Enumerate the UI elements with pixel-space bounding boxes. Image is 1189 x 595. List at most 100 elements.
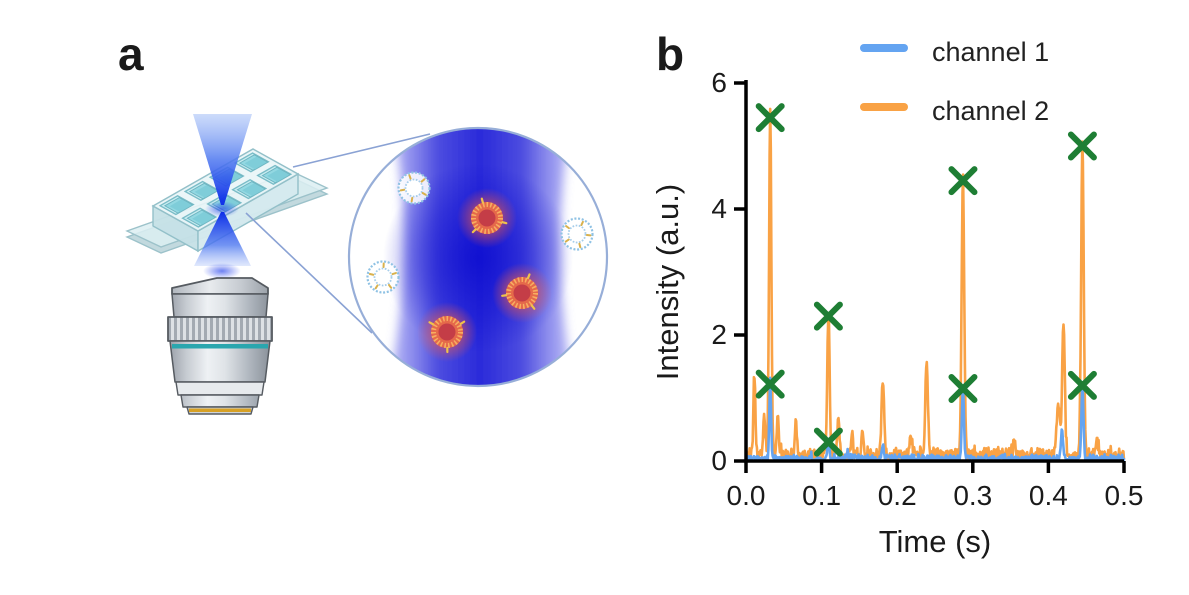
y-tick-label: 4 (711, 193, 727, 224)
objective-teal-stripe (172, 344, 268, 349)
vesicle-label-tick (564, 238, 570, 243)
liposome-particle (457, 188, 517, 248)
legend-swatch-channel-1 (860, 44, 908, 52)
axis-ticks (734, 81, 1126, 473)
y-axis-label: Intensity (a.u.) (650, 184, 685, 380)
objective-step-ring-2 (180, 394, 260, 408)
particle-core (513, 284, 531, 302)
x-tick-label: 0.1 (802, 480, 841, 511)
callout-line-upper (292, 133, 431, 168)
empty-vesicles (366, 171, 594, 294)
plot-traces (744, 107, 1126, 463)
vesicle-inner-membrane (404, 178, 424, 198)
inset-content (366, 128, 594, 386)
x-axis-label: Time (s) (879, 524, 992, 559)
particle-label-tick (428, 321, 435, 326)
coincidence-marker-x (1067, 131, 1097, 161)
particle-label-tick (480, 197, 484, 204)
objective-lens (167, 277, 273, 415)
empty-vesicle (560, 217, 594, 251)
panel-b-label: b (656, 28, 684, 80)
vesicle-label-tick (420, 178, 426, 183)
axis-spines (744, 80, 1124, 463)
panel-a-label: a (118, 28, 144, 80)
coincidence-marker-x (1067, 370, 1097, 400)
vesicle-label-tick (580, 220, 584, 227)
laser-beam-upper-cone (193, 114, 252, 205)
vesicle-label-tick (391, 272, 397, 276)
legend: channel 1 channel 2 (860, 37, 1049, 126)
particle-label-tick (526, 273, 531, 280)
particle-core (438, 323, 456, 341)
vesicle-label-tick (374, 284, 379, 290)
fluorescent-liposomes (417, 188, 552, 362)
laser-beam-lower-cone (194, 212, 251, 266)
vesicle-label-tick (388, 283, 393, 289)
coincidence-markers (755, 103, 1097, 457)
x-tick-label: 0.4 (1029, 480, 1068, 511)
legend-swatch-channel-2 (860, 103, 908, 111)
objective-lower-barrel (169, 340, 271, 383)
coincidence-marker-x (948, 166, 978, 196)
vesicle-label-tick (410, 196, 414, 203)
vesicle-inner-membrane (567, 224, 587, 244)
vesicle-inner-membrane (373, 267, 393, 287)
coincidence-marker-x (948, 374, 978, 404)
vesicle-label-tick (578, 242, 582, 249)
zoom-inset (347, 126, 609, 388)
legend-label-channel-2: channel 2 (932, 96, 1049, 126)
vesicle-label-tick (565, 225, 570, 230)
callout-line-lower (245, 212, 373, 334)
well-bottom (242, 183, 265, 196)
well-bottom (192, 211, 215, 225)
vesicle-label-tick (408, 174, 412, 180)
x-tick-label: 0.2 (878, 480, 917, 511)
vesicle-label-tick (421, 192, 427, 196)
well (231, 179, 268, 200)
well (233, 152, 270, 173)
panel-b-plot: b 0 2 4 6 0.0 0.1 0.2 0.3 0.4 0.5 Time (… (650, 28, 1143, 559)
x-tick-label: 0.0 (727, 480, 766, 511)
well-bottom (194, 185, 217, 198)
coincidence-marker-x (813, 301, 843, 331)
empty-vesicle (366, 260, 400, 294)
trace-channel-2 (744, 107, 1126, 463)
well-bottom (267, 169, 290, 182)
well (256, 164, 293, 185)
liposome-particle (417, 302, 477, 362)
beam-objective-glow (203, 263, 241, 279)
coincidence-marker-x (755, 103, 785, 133)
objective-upper-barrel (171, 293, 269, 318)
coincidence-marker-x (813, 427, 843, 457)
well-bottom (244, 156, 267, 170)
inset-border (347, 126, 609, 388)
y-tick-label: 6 (711, 67, 727, 98)
particle-membrane (506, 277, 538, 309)
vesicle-label-tick (399, 188, 406, 192)
objective-step-ring (175, 381, 265, 396)
particle-membrane (431, 316, 463, 348)
vesicle-label-tick (368, 272, 375, 276)
laser-beam (193, 114, 252, 279)
particle-label-tick (501, 294, 508, 297)
x-tick-label: 0.5 (1105, 480, 1144, 511)
legend-label-channel-1: channel 1 (932, 37, 1049, 67)
liposome-particle (492, 263, 552, 323)
particle-label-tick (459, 320, 466, 325)
empty-vesicle (397, 171, 431, 205)
coincidence-marker-x (755, 369, 785, 399)
trace-channel-1 (744, 376, 1126, 463)
laser-focus-glow (205, 201, 239, 217)
x-tick-label: 0.3 (953, 480, 992, 511)
plot-axes: 0 2 4 6 0.0 0.1 0.2 0.3 0.4 0.5 Time (s)… (650, 67, 1143, 559)
particle-label-tick (501, 221, 508, 225)
particle-membrane (471, 202, 503, 234)
y-tick-label: 2 (711, 319, 727, 350)
objective-knurled-ring (167, 316, 273, 342)
objective-cap (171, 277, 269, 295)
particle-label-tick (471, 228, 477, 234)
well (158, 195, 195, 216)
particle-core (478, 209, 496, 227)
